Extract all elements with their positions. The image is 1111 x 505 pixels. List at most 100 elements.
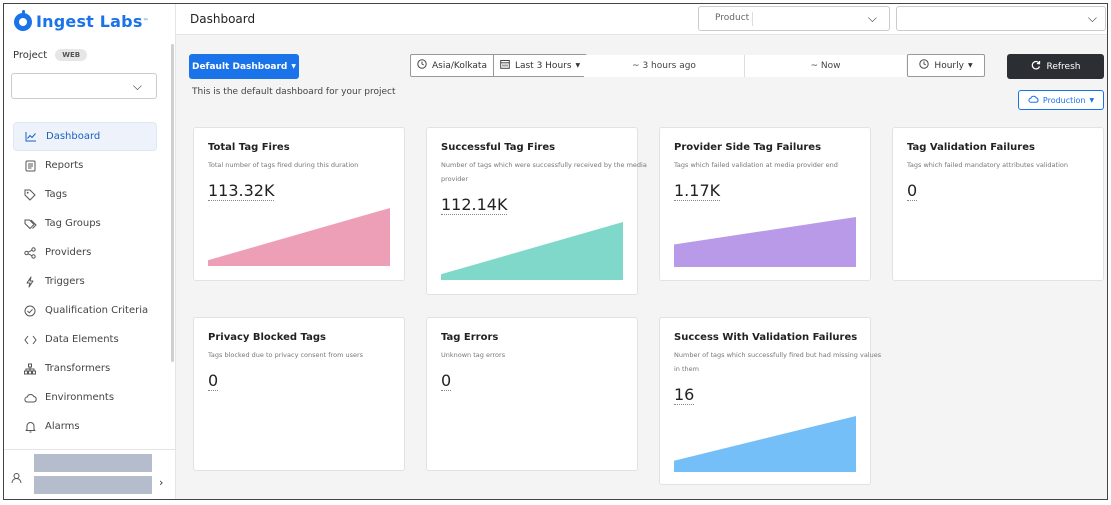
card-title: Successful Tag Fires xyxy=(441,142,556,153)
sidebar-item-label: Dashboard xyxy=(46,131,101,142)
secondary-select[interactable]: ⌵ xyxy=(896,6,1106,31)
card-value: 0 xyxy=(907,181,918,201)
trend-area-chart xyxy=(674,416,856,472)
app-window: Ingest Labs ™ Project WEB ⌵ Dashboard Re… xyxy=(3,3,1108,500)
environment-label: Production xyxy=(1042,95,1086,105)
project-row: Project WEB xyxy=(13,49,88,61)
share-nodes-icon xyxy=(23,246,37,260)
environment-dropdown[interactable]: Production ▼ xyxy=(1018,90,1104,110)
range-start-field[interactable]: ~ 3 hours ago xyxy=(584,55,745,77)
sidebar-nav: Dashboard Reports Tags Tag Groups xyxy=(13,122,157,441)
product-select-label: Product xyxy=(715,13,750,23)
time-range-label: Last 3 Hours xyxy=(514,60,572,71)
product-select[interactable]: Product ⌵ xyxy=(698,6,890,31)
trend-area xyxy=(674,217,856,267)
sidebar-item-label: Data Elements xyxy=(45,334,119,345)
sidebar-item-label: Tag Groups xyxy=(45,218,101,229)
tags-icon xyxy=(23,217,37,231)
dashboard-description: This is the default dashboard for your p… xyxy=(192,87,396,97)
metric-card-tag-errors[interactable]: Tag Errors Unknown tag errors 0 xyxy=(426,317,638,471)
sidebar-item-environments[interactable]: Environments xyxy=(13,383,157,412)
project-badge: WEB xyxy=(55,49,88,61)
time-range-dropdown[interactable]: Last 3 Hours ▼ xyxy=(494,55,586,76)
card-description: Number of tags which were successfully r… xyxy=(441,161,647,183)
sidebar-item-tag-groups[interactable]: Tag Groups xyxy=(13,209,157,238)
sidebar-item-label: Reports xyxy=(45,160,84,171)
code-icon xyxy=(23,333,37,347)
metric-card-privacy-blocked-tags[interactable]: Privacy Blocked Tags Tags blocked due to… xyxy=(193,317,405,471)
sidebar-item-qualification-criteria[interactable]: Qualification Criteria xyxy=(13,296,157,325)
trend-area xyxy=(674,416,856,472)
logo-icon xyxy=(14,9,32,31)
clock-icon xyxy=(417,59,427,72)
timezone-button[interactable]: Asia/Kolkata xyxy=(411,55,494,76)
trend-area xyxy=(441,222,623,280)
sidebar-item-data-elements[interactable]: Data Elements xyxy=(13,325,157,354)
chevron-down-icon: ⌵ xyxy=(132,79,142,93)
caret-down-icon: ▼ xyxy=(291,63,296,70)
card-description: Tags which failed mandatory attributes v… xyxy=(907,161,1068,169)
sidebar-item-label: Alarms xyxy=(45,421,80,432)
trend-area-chart xyxy=(441,222,623,280)
card-value: 113.32K xyxy=(208,181,275,201)
chart-line-icon xyxy=(24,130,38,144)
metric-card-success-with-validation-failures[interactable]: Success With Validation Failures Number … xyxy=(659,317,881,485)
metric-card-tag-validation-failures[interactable]: Tag Validation Failures Tags which faile… xyxy=(892,127,1104,281)
calendar-icon xyxy=(500,59,510,72)
sidebar-item-label: Qualification Criteria xyxy=(45,305,149,316)
sidebar-scrollbar[interactable] xyxy=(171,44,174,362)
metric-card-provider-side-tag-failures[interactable]: Provider Side Tag Failures Tags which fa… xyxy=(659,127,871,281)
sidebar: Ingest Labs ™ Project WEB ⌵ Dashboard Re… xyxy=(4,4,176,499)
metric-card-successful-tag-fires[interactable]: Successful Tag Fires Number of tags whic… xyxy=(426,127,647,295)
sidebar-item-label: Triggers xyxy=(45,276,85,287)
user-menu[interactable]: › xyxy=(4,449,176,499)
interval-dropdown[interactable]: Hourly ▼ xyxy=(907,54,985,77)
user-icon xyxy=(11,472,22,487)
project-select[interactable]: ⌵ xyxy=(11,73,157,99)
card-description: Total number of tags fired during this d… xyxy=(208,161,359,169)
sidebar-item-alarms[interactable]: Alarms xyxy=(13,412,157,441)
sitemap-icon xyxy=(23,362,37,376)
sidebar-item-providers[interactable]: Providers xyxy=(13,238,157,267)
caret-down-icon: ▼ xyxy=(575,62,581,69)
sidebar-item-reports[interactable]: Reports xyxy=(13,151,157,180)
chevron-right-icon: › xyxy=(159,476,164,489)
metric-card-total-tag-fires[interactable]: Total Tag Fires Total number of tags fir… xyxy=(193,127,405,281)
card-title: Total Tag Fires xyxy=(208,142,290,153)
range-end-field[interactable]: ~ Now xyxy=(745,55,906,77)
interval-label: Hourly xyxy=(934,60,964,71)
sidebar-item-transformers[interactable]: Transformers xyxy=(13,354,157,383)
sidebar-item-dashboard[interactable]: Dashboard xyxy=(13,122,157,151)
sidebar-item-label: Providers xyxy=(45,247,92,258)
sidebar-item-label: Environments xyxy=(45,392,115,403)
dashboard-select-button[interactable]: Default Dashboard ▼ xyxy=(189,54,299,79)
card-value: 112.14K xyxy=(441,195,508,215)
cloud-icon xyxy=(1028,95,1039,105)
time-controls: Asia/Kolkata Last 3 Hours ▼ xyxy=(410,54,588,77)
refresh-label: Refresh xyxy=(1046,61,1081,72)
chevron-down-icon: ⌵ xyxy=(1087,11,1097,25)
bell-icon xyxy=(23,420,37,434)
card-title: Success With Validation Failures xyxy=(674,332,858,343)
card-title: Tag Errors xyxy=(441,332,499,343)
bolt-icon xyxy=(23,275,37,289)
cloud-icon xyxy=(23,391,37,405)
card-value: 0 xyxy=(208,371,219,391)
card-title: Tag Validation Failures xyxy=(907,142,1035,153)
top-header: Dashboard Product ⌵ ⌵ xyxy=(176,4,1107,35)
card-description: Number of tags which successfully fired … xyxy=(674,351,882,373)
logo[interactable]: Ingest Labs ™ xyxy=(14,9,149,31)
document-icon xyxy=(23,159,37,173)
card-value: 0 xyxy=(441,371,452,391)
sidebar-item-tags[interactable]: Tags xyxy=(13,180,157,209)
dashboard-content: Default Dashboard ▼ This is the default … xyxy=(176,35,1107,499)
user-email-redacted xyxy=(34,476,152,494)
chevron-down-icon: ⌵ xyxy=(867,11,877,25)
card-description: Tags which failed validation at media pr… xyxy=(674,161,838,169)
sidebar-item-triggers[interactable]: Triggers xyxy=(13,267,157,296)
card-title: Privacy Blocked Tags xyxy=(208,332,326,343)
refresh-button[interactable]: Refresh xyxy=(1007,54,1104,79)
logo-text: Ingest Labs xyxy=(36,12,143,31)
clock-icon xyxy=(919,59,930,72)
logo-trademark: ™ xyxy=(142,18,149,25)
